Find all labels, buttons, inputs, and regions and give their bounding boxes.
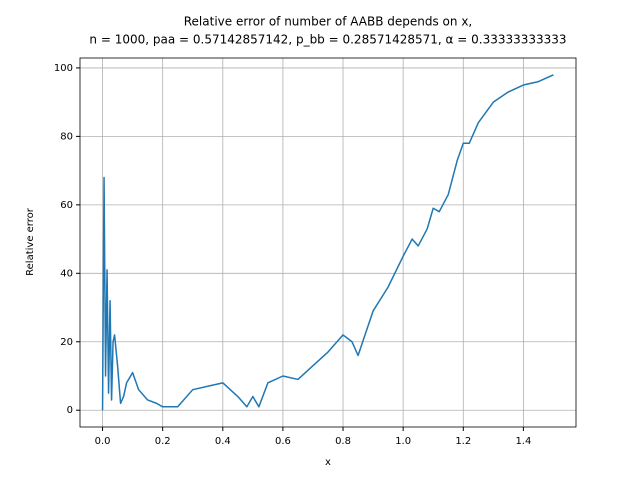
y-tick-label: 0	[67, 405, 73, 416]
x-axis-label: x	[325, 457, 331, 468]
y-tick-label: 40	[60, 268, 73, 279]
x-tick-label: 0.4	[215, 436, 231, 447]
chart-title: Relative error of number of AABB depends…	[184, 15, 472, 29]
x-tick-label: 0.2	[155, 436, 171, 447]
plot-frame	[79, 57, 577, 428]
y-tick-label: 100	[54, 63, 73, 74]
x-tick-label: 1.4	[515, 436, 531, 447]
x-tick-label: 0.8	[335, 436, 351, 447]
x-tick-label: 0.0	[95, 436, 111, 447]
y-axis-label: Relative error	[25, 207, 36, 276]
y-tick-label: 20	[60, 337, 73, 348]
y-tick-label: 80	[60, 131, 73, 142]
chart-subtitle: n = 1000, paa = 0.57142857142, p_bb = 0.…	[89, 33, 566, 47]
x-tick-label: 1.0	[395, 436, 411, 447]
x-tick-label: 1.2	[455, 436, 471, 447]
y-tick-label: 60	[60, 200, 73, 211]
line-series	[101, 74, 554, 411]
x-tick-label: 0.6	[275, 436, 291, 447]
